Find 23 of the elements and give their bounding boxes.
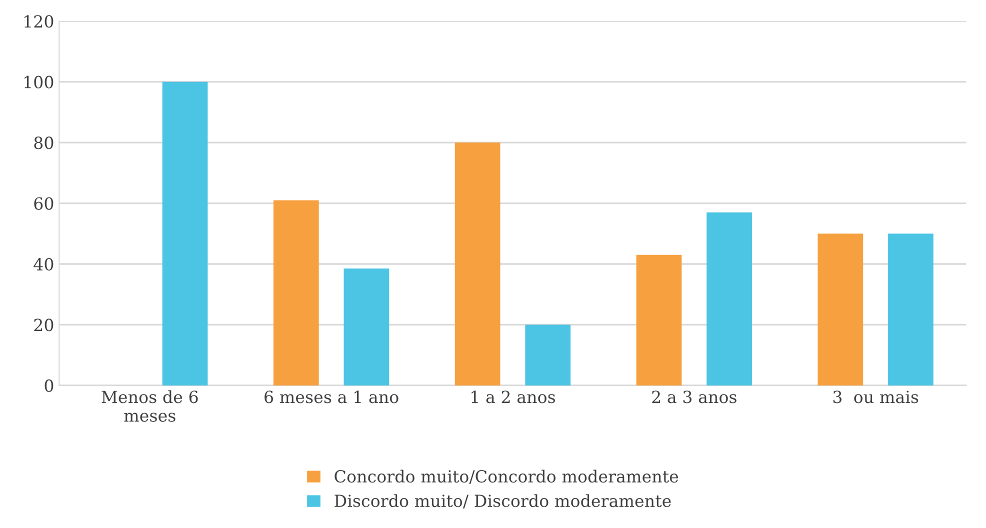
y-tick-label: 80 [34,136,54,150]
legend-label: Concordo muito/Concordo moderamente [334,470,678,484]
bar [888,234,934,386]
bar [162,82,208,386]
x-tick-label: 3 ou mais [833,390,918,404]
y-tick-label: 0 [44,379,54,392]
bar [706,212,752,386]
y-tick-label: 20 [34,318,54,332]
bar [636,254,682,386]
x-tick-label: Menos de 6 meses [102,390,198,422]
x-tick-label: 1 a 2 anos [472,390,556,404]
legend-label: Discordo muito/ Discordo moderamente [334,494,671,508]
y-tick-label: 100 [24,76,54,88]
bar [344,268,390,386]
bar [273,200,319,386]
bar [525,324,571,386]
x-tick-label: 2 a 3 anos [652,390,736,404]
y-tick-label: 40 [34,258,54,271]
y-tick-label: 60 [34,197,54,210]
x-tick-label: 6 meses a 1 ano [264,390,398,404]
y-tick-label: 120 [24,15,54,28]
bar [454,142,500,386]
bar [818,234,864,386]
